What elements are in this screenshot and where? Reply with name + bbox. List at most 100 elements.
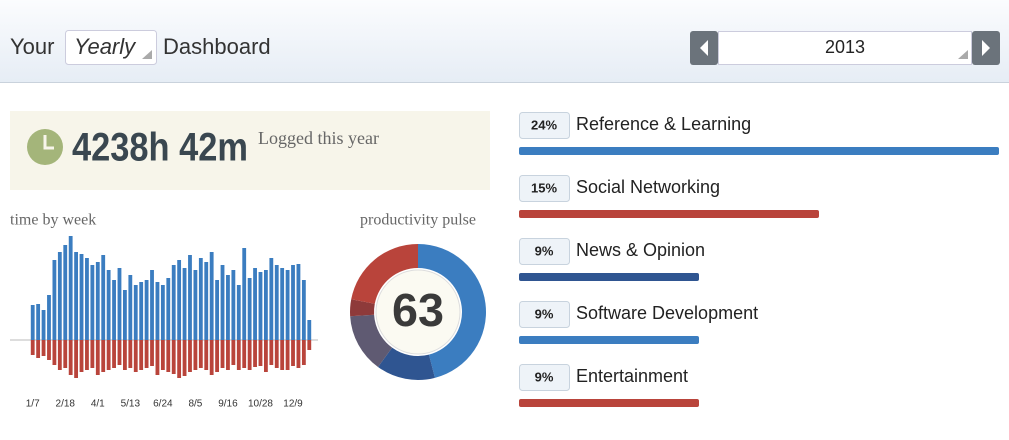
bar <box>63 340 68 368</box>
bar <box>166 340 171 372</box>
chart-title: productivity pulse <box>360 212 476 229</box>
bar <box>269 340 274 365</box>
bar <box>177 260 182 340</box>
period-value[interactable]: Yearly <box>74 34 137 59</box>
category-bar <box>519 399 699 407</box>
bar <box>133 340 138 372</box>
percent-badge <box>519 364 570 391</box>
bar <box>47 340 51 360</box>
bar <box>171 265 176 340</box>
bar <box>52 260 57 340</box>
bar <box>274 340 279 368</box>
bar <box>57 252 62 340</box>
category-name: Software Development <box>576 303 758 323</box>
bar <box>112 280 116 340</box>
bar <box>269 258 274 340</box>
percent-badge <box>519 112 570 139</box>
bar <box>209 340 214 375</box>
bar <box>242 340 247 368</box>
donut-segment <box>350 314 393 368</box>
x-tick-label: 6/24 <box>153 399 173 410</box>
bar <box>193 340 198 370</box>
bar <box>36 304 41 340</box>
bar <box>307 320 312 340</box>
bar <box>253 268 257 340</box>
bar <box>128 275 133 340</box>
bar <box>307 340 312 350</box>
bar <box>85 258 89 340</box>
percent-label: 9% <box>535 306 554 321</box>
category-name: News & Opinion <box>576 240 705 260</box>
select-arrow <box>142 50 152 59</box>
period-select[interactable] <box>65 30 157 65</box>
bar <box>36 340 41 358</box>
bar <box>253 340 257 367</box>
bar <box>215 340 220 372</box>
bar <box>285 270 290 340</box>
bar <box>198 340 203 368</box>
bar <box>301 340 306 365</box>
bar <box>122 340 127 370</box>
bar <box>133 285 138 340</box>
bar <box>171 340 176 374</box>
bar <box>182 268 187 340</box>
x-tick-label: 9/16 <box>218 399 238 410</box>
percent-label: 9% <box>535 243 554 258</box>
bar <box>63 245 68 340</box>
clock-hands <box>43 135 54 150</box>
bar <box>139 340 144 370</box>
category-bar <box>519 147 999 155</box>
prev-arrow <box>700 40 708 56</box>
x-tick-label: 2/18 <box>56 399 76 410</box>
bar <box>144 280 149 340</box>
score-disc <box>375 269 461 355</box>
bar <box>106 340 111 370</box>
bar <box>90 265 95 340</box>
bar <box>242 248 247 340</box>
bar <box>57 340 62 370</box>
category-bar <box>519 336 699 344</box>
bar <box>291 340 295 366</box>
next-arrow <box>982 40 990 56</box>
bar <box>204 262 209 340</box>
bar <box>193 270 198 340</box>
bar <box>47 295 51 340</box>
title-prefix: Your <box>10 34 54 59</box>
bar <box>296 340 301 368</box>
bar <box>247 278 252 340</box>
x-tick-label: 5/13 <box>121 399 141 410</box>
bar <box>263 270 268 340</box>
bar <box>231 340 236 365</box>
bar <box>155 282 160 340</box>
bar <box>274 265 279 340</box>
bar <box>301 280 306 340</box>
bar <box>144 340 149 368</box>
bar <box>117 268 122 340</box>
bar <box>231 270 236 340</box>
bar <box>112 340 116 368</box>
year-select[interactable] <box>718 31 972 65</box>
bar <box>209 252 214 340</box>
title-suffix: Dashboard <box>163 34 271 59</box>
bar <box>106 270 111 340</box>
donut-segment <box>351 244 418 304</box>
bar <box>236 285 241 340</box>
bar <box>74 252 79 340</box>
bar <box>52 340 57 365</box>
bar <box>79 340 84 372</box>
bar <box>296 264 301 340</box>
bar <box>215 280 220 340</box>
bar <box>79 254 84 340</box>
category-name: Entertainment <box>576 366 688 386</box>
percent-label: 9% <box>535 369 554 384</box>
bar <box>198 258 203 340</box>
bar <box>95 340 100 375</box>
year-value[interactable]: 2013 <box>825 37 865 57</box>
percent-badge <box>519 301 570 328</box>
donut-segment <box>378 347 435 380</box>
x-tick-label: 12/9 <box>283 399 303 410</box>
bar <box>285 340 290 370</box>
category-name: Social Networking <box>576 177 720 197</box>
bar <box>68 340 73 375</box>
